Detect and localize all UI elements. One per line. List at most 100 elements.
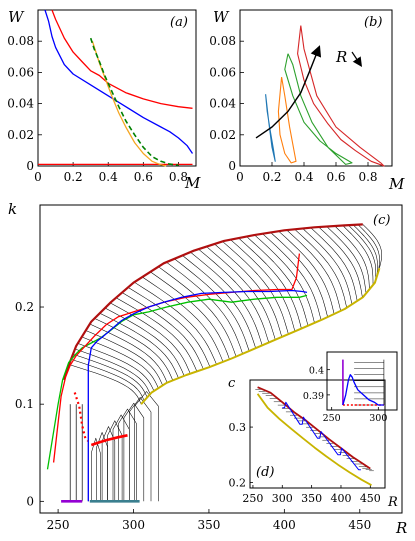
x-tick-label: 350 [301, 492, 322, 505]
panel-d-frame [249, 379, 386, 489]
x-tick-label: 0 [236, 170, 244, 184]
panel-c-family-curve [353, 224, 378, 277]
panel-c-family-curve [134, 281, 217, 365]
x-tick-label: 350 [197, 518, 220, 532]
panel-c-label: (c) [373, 213, 390, 228]
panel-c-bottom-arc [112, 414, 130, 502]
x-tick-label: 0.4 [99, 170, 118, 184]
panel-c-family-curve [68, 364, 142, 405]
y-tick-label: 0.04 [209, 97, 236, 111]
panel-d-xlabel: R [387, 495, 398, 510]
panel-a-xlabel: M [184, 174, 201, 192]
panel-c-family-curve [81, 336, 159, 389]
panel-c-family-curve [70, 359, 145, 401]
panel-c-red-dotted [73, 392, 90, 442]
x-tick-label: 300 [369, 413, 387, 424]
panel-c-path [46, 294, 308, 470]
y-tick-label: 0.06 [209, 65, 236, 79]
panel-c-family-curve [121, 292, 204, 370]
panel-b-small-arrow [351, 51, 362, 67]
x-tick-label: 0 [34, 170, 42, 184]
panel-c-family-curve [362, 224, 382, 269]
y-tick-label: 0.08 [7, 34, 34, 48]
x-tick-label: 300 [122, 518, 145, 532]
panel-c-family-curve [254, 234, 315, 323]
panel-d-inset-frame [326, 351, 398, 411]
panel-b-ylabel: W [213, 8, 230, 26]
x-tick-label: 0.2 [262, 170, 281, 184]
panel-c-family-curve [302, 228, 353, 305]
panel-a-series [89, 37, 179, 166]
x-tick-label: 0.6 [134, 170, 153, 184]
x-tick-label: 0.8 [358, 170, 377, 184]
y-tick-label: 0.04 [7, 97, 34, 111]
y-tick-label: 0.2 [229, 476, 247, 489]
panel-c-family-curve [115, 297, 198, 372]
panel-c-family-curve [318, 226, 363, 298]
panel-c-family-curve [286, 229, 341, 311]
panel-c-family-curve [230, 239, 296, 332]
panel-d: 250 300 350 400 450 0.2 0.3 c R (d) [228, 376, 398, 510]
panel-c-family-curve [72, 353, 148, 398]
y-tick-label: 0 [228, 159, 236, 173]
panel-a-series [51, 9, 193, 109]
panel-b-arrow [255, 45, 322, 139]
panel-c-frame [39, 204, 403, 514]
panel-b-loop [265, 94, 276, 162]
panel-b-loop [297, 25, 385, 167]
panel-c-family-curve [348, 225, 377, 281]
panel-c-family-curve [342, 225, 374, 285]
panel-b-xlabel: M [388, 175, 405, 193]
x-tick-label: 0.2 [64, 170, 83, 184]
panel-c-family-curve [85, 330, 163, 386]
panel-c-family-curve [270, 232, 328, 318]
x-tick-label: 0.6 [326, 170, 345, 184]
panel-c-bottom-arc [91, 437, 101, 502]
panel-b-label: (b) [364, 15, 382, 30]
panel-c-bottom-arc [134, 391, 159, 502]
panel-c-family-curve [357, 224, 380, 273]
panel-b-loop [284, 53, 353, 165]
y-tick-label: 0.1 [15, 397, 34, 411]
panel-d-lower-band [256, 393, 372, 486]
panel-c-lower-boundary [140, 267, 381, 405]
panel-d-ylabel: c [228, 376, 236, 391]
panel-c-family-curve [206, 246, 276, 340]
y-tick-label: 0.02 [209, 128, 236, 142]
panel-c-family-curve [166, 261, 243, 354]
y-tick-label: 0.08 [209, 34, 236, 48]
panel-b: 0 0.2 0.4 0.6 0.8 0 0.02 0.04 0.06 0.08 W M (b) R [209, 8, 405, 193]
panel-c-path [87, 289, 308, 502]
panel-d-upper-band [257, 386, 371, 470]
x-tick-label: 400 [273, 518, 296, 532]
panel-b-loop [277, 77, 297, 164]
panel-c-family-curve [150, 271, 230, 360]
panel-c-red-bold [90, 434, 128, 447]
y-tick-label: 0 [26, 159, 34, 173]
y-tick-label: 0.2 [15, 300, 34, 314]
panel-d-blue-path [282, 401, 361, 471]
x-tick-label: 0.8 [169, 170, 188, 184]
y-tick-label: 0.06 [7, 65, 34, 79]
panel-c-family-curve [294, 229, 347, 308]
panel-c-family-curve [190, 251, 263, 346]
panel-c-upper-boundary [63, 223, 363, 381]
panel-c-ylabel: k [8, 200, 17, 218]
panel-c: 250 300 350 400 450 0 0.1 0.2 k R (c) [8, 200, 407, 537]
y-tick-label: 0.4 [309, 366, 324, 377]
panel-c-family-curve [158, 266, 237, 357]
panel-c-family-curve [174, 258, 250, 352]
panel-a-label: (a) [170, 15, 188, 30]
panel-a: 0 0.2 0.4 0.6 0.8 0 0.02 0.04 0.06 0.08 W M (a) [7, 8, 201, 192]
panel-c-bottom-arc [107, 420, 123, 502]
panel-c-bottom-arc [123, 402, 145, 502]
panel-d-label: (d) [256, 465, 274, 480]
panel-b-frame [239, 9, 393, 167]
x-tick-label: 300 [272, 492, 293, 505]
panel-c-xlabel: R [395, 519, 407, 537]
panel-a-ylabel: W [8, 8, 25, 26]
panel-c-family-curve [326, 226, 367, 294]
panel-c-family-curve [77, 343, 155, 392]
panel-c-family-curve [94, 318, 174, 381]
